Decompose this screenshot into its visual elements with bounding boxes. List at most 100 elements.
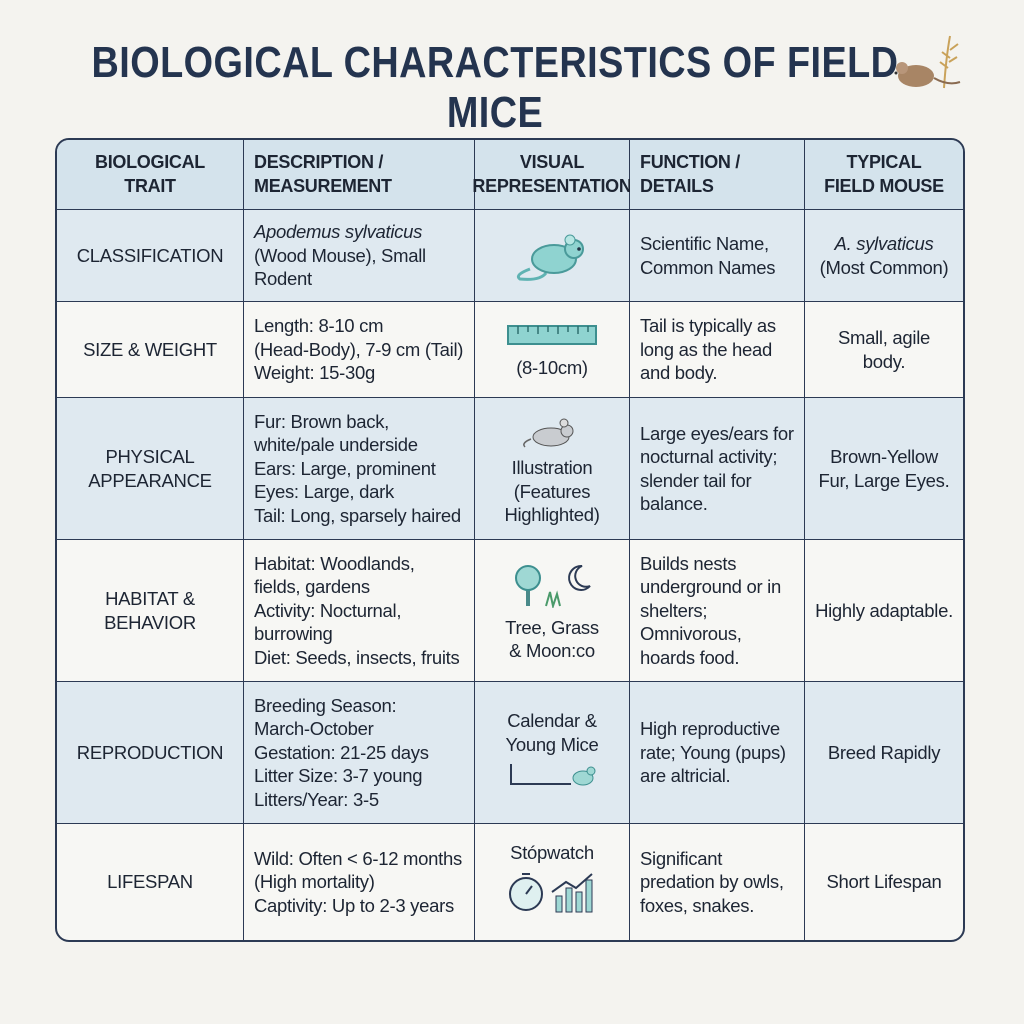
cell-text: SIZE & WEIGHT — [83, 338, 217, 360]
cell-text: Calendar & — [507, 710, 597, 732]
cell-text: Young Mice — [505, 733, 599, 755]
cell-text: Tree, Grass — [505, 616, 599, 638]
table-cell: LIFESPAN — [57, 824, 244, 940]
icon — [506, 322, 598, 354]
icon — [510, 560, 594, 614]
cell-text: (Head-Body), 7-9 cm (Tail) — [254, 338, 464, 360]
icon — [507, 758, 597, 794]
cell-text: HABITAT & — [105, 588, 195, 609]
table-cell: Scientific Name, Common Names — [630, 210, 805, 302]
cell-text: and body. — [640, 362, 718, 384]
table-cell: (8-10cm) — [475, 302, 630, 398]
table: BIOLOGICAL TRAIT DESCRIPTION / MEASUREMENT V… — [55, 138, 965, 942]
cell-text: rate; Young (pups) — [640, 741, 786, 763]
cell-text: (8-10cm) — [516, 356, 588, 378]
table-cell: Calendar & Young Mice — [475, 682, 630, 824]
table-cell: Small, agile body. — [805, 302, 963, 398]
cell-text: Brown-Yellow — [830, 446, 938, 467]
cell-text: DETAILS — [640, 175, 714, 196]
icon — [519, 413, 585, 455]
cell-text: Breed Rapidly — [827, 741, 941, 763]
table-cell: Short Lifespan — [805, 824, 963, 940]
table-cell: Large eyes/ears for nocturnal activity; sl… — [630, 398, 805, 540]
table-cell: Illustration (Features Highlighted) — [475, 398, 630, 540]
cell-text: Habitat: Woodlands, — [254, 552, 415, 574]
table-cell: Tree, Grass & Moon:co — [475, 540, 630, 682]
cell-text: Large eyes/ears for — [640, 422, 794, 444]
cell-text: Omnivorous, — [640, 623, 742, 645]
table-cell: Stópwatch — [475, 824, 630, 940]
table-cell: PHYSICAL APPEARANCE — [57, 398, 244, 540]
table-cell: High reproductive rate; Young (pups) are a… — [630, 682, 805, 824]
cell-text: (Wood Mouse), Small — [254, 244, 426, 266]
cell-text: Stópwatch — [510, 841, 594, 863]
cell-text: Length: 8-10 cm — [254, 315, 384, 337]
cell-text: Small, agile body. — [837, 327, 931, 372]
table-cell: REPRODUCTION — [57, 682, 244, 824]
header-cell: DESCRIPTION / MEASUREMENT — [244, 140, 475, 210]
table-cell: Length: 8-10 cm (Head-Body), 7-9 cm (Tail… — [244, 302, 475, 398]
cell-text: Illustration — [511, 457, 593, 478]
table-cell: Habitat: Woodlands, fields, gardens Activi… — [244, 540, 475, 682]
cell-text: Highly adaptable. — [815, 599, 953, 621]
cell-text: fields, gardens — [254, 576, 370, 598]
cell-text: Litter Size: 3-7 young — [254, 765, 423, 787]
cell-text: Weight: 15-30g — [254, 362, 375, 384]
cell-text: High reproductive — [640, 718, 780, 740]
cell-text: nocturnal activity; — [640, 446, 778, 467]
icon — [504, 866, 600, 922]
decoration — [894, 35, 961, 89]
table-cell: SIZE & WEIGHT — [57, 302, 244, 398]
cell-text: are altricial. — [640, 765, 731, 787]
cell-text: white/pale underside — [254, 434, 418, 456]
cell-text: Eyes: Large, dark — [254, 481, 394, 503]
table-cell: Builds nests underground or in shelters; Om… — [630, 540, 805, 682]
cell-text: & Moon:co — [509, 640, 595, 662]
table-cell: Tail is typically as long as the head and … — [630, 302, 805, 398]
cell-text: balance. — [640, 493, 708, 514]
cell-text: Gestation: 21-25 days — [254, 741, 429, 763]
cell-text: burrowing — [254, 623, 333, 645]
cell-text: REPRESENTATION — [472, 175, 632, 196]
cell-text: TRAIT — [124, 175, 176, 196]
cell-text: CLASSIFICATION — [76, 244, 224, 266]
table-cell: Wild: Often < 6-12 months (High mortality… — [244, 824, 475, 940]
cell-text: underground or in — [640, 576, 781, 598]
cell-text: BIOLOGICAL — [95, 152, 205, 172]
cell-text: DESCRIPTION / — [254, 152, 384, 172]
cell-text: FIELD MOUSE — [824, 175, 944, 196]
cell-text: Litters/Year: 3-5 — [254, 788, 379, 810]
cell-text: BEHAVIOR — [104, 611, 196, 633]
cell-text: Breeding Season: — [254, 694, 397, 716]
table-cell: A. sylvaticus (Most Common) — [805, 210, 963, 302]
header-cell: TYPICAL FIELD MOUSE — [805, 140, 963, 210]
cell-text: Fur, Large Eyes. — [818, 469, 950, 491]
cell-text: A. sylvaticus — [834, 233, 934, 254]
header-cell: BIOLOGICAL TRAIT — [57, 140, 244, 210]
table-cell — [475, 210, 630, 302]
table-cell: Brown-Yellow Fur, Large Eyes. — [805, 398, 963, 540]
table-cell: Fur: Brown back, white/pale underside Ears… — [244, 398, 475, 540]
cell-text: Ears: Large, prominent — [254, 457, 436, 479]
table-cell: Apodemus sylvaticus (Wood Mouse), Small Ro… — [244, 210, 475, 302]
cell-text: Scientific Name, — [640, 233, 769, 254]
cell-text: hoards food. — [640, 646, 740, 668]
cell-text: predation by owls, — [640, 871, 784, 893]
cell-text: VISUAL — [519, 152, 585, 172]
cell-text: Fur: Brown back, — [254, 410, 390, 432]
cell-text: Tail: Long, sparsely haired — [254, 504, 461, 526]
cell-text: slender tail for — [640, 469, 752, 491]
cell-text: Diet: Seeds, insects, fruits — [254, 646, 460, 668]
cell-text: long as the head — [640, 338, 773, 360]
cell-text: Highlighted) — [504, 504, 600, 525]
cell-text: TYPICAL — [846, 152, 922, 172]
cell-text: Common Names — [640, 256, 776, 278]
cell-text: Apodemus sylvaticus — [254, 221, 423, 243]
table-cell: CLASSIFICATION — [57, 210, 244, 302]
cell-text: March-October — [254, 718, 374, 740]
cell-text: (High mortality) — [254, 871, 375, 893]
cell-text: MEASUREMENT — [254, 175, 392, 196]
cell-text: Builds nests — [640, 552, 737, 574]
cell-text: Captivity: Up to 2-3 years — [254, 894, 454, 916]
